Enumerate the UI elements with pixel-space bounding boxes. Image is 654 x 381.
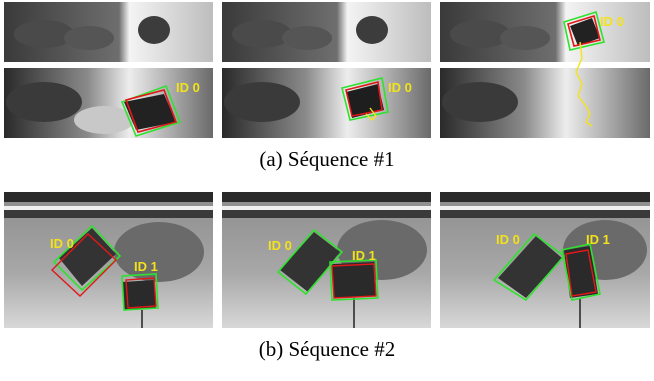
id0-label: ID 0 [600, 14, 624, 29]
box-red-id1 [331, 263, 377, 299]
seq1-frame-1: ID 0 [4, 2, 213, 138]
box-red [567, 14, 601, 47]
id1-label: ID 1 [586, 232, 610, 247]
caption-sequence-1: (a) Séquence #1 [259, 147, 395, 171]
seq2-frame-1: ID 0 ID 1 [4, 192, 213, 328]
box-red-id1 [125, 277, 157, 309]
box-green-id1 [121, 273, 159, 311]
id0-label: ID 0 [268, 238, 292, 253]
box-green-id1 [329, 259, 379, 301]
seq2-frame-3: ID 0 ID 1 [440, 192, 650, 328]
box-red [124, 89, 178, 133]
box-red-id1 [565, 249, 597, 297]
seq2-frame-2: ID 0 ID 1 [222, 192, 431, 328]
id1-label: ID 1 [352, 248, 376, 263]
box-green-id1 [561, 243, 601, 301]
trajectory [575, 41, 593, 127]
box-green [120, 84, 182, 137]
box-green [341, 77, 389, 121]
id1-label: ID 1 [134, 259, 158, 274]
box-red [345, 81, 383, 117]
id0-label: ID 0 [388, 80, 412, 95]
box-green [563, 10, 605, 51]
caption-sequence-2: (b) Séquence #2 [258, 337, 396, 361]
id0-label: ID 0 [176, 80, 200, 95]
box-green-id0 [52, 224, 122, 292]
box-green-id0 [276, 228, 344, 296]
id0-label: ID 0 [50, 236, 74, 251]
id0-label: ID 0 [496, 232, 520, 247]
box-red-id0 [50, 233, 118, 297]
seq1-frame-2: ID 0 [222, 2, 431, 138]
seq1-frame-3: ID 0 [440, 2, 650, 138]
trajectory [365, 107, 377, 121]
